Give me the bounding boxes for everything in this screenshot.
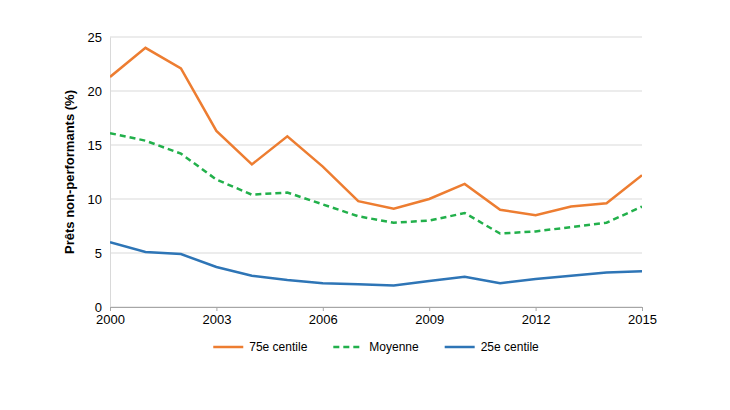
x-tick: 2012 bbox=[522, 307, 551, 327]
legend-item: 25e centile bbox=[445, 340, 539, 354]
lines bbox=[110, 48, 642, 286]
legend: 75e centile Moyenne 25e centile bbox=[213, 340, 539, 354]
y-tick: 5 bbox=[95, 246, 110, 261]
legend-label: 75e centile bbox=[249, 340, 307, 354]
plot-area: 0510152025200020032006200920122015 bbox=[88, 30, 657, 328]
y-tick: 10 bbox=[88, 192, 110, 207]
x-tick-label: 2009 bbox=[415, 312, 444, 327]
y-tick: 15 bbox=[88, 138, 110, 153]
legend-swatch bbox=[213, 346, 243, 349]
x-tick: 2009 bbox=[415, 307, 444, 327]
legend-label: Moyenne bbox=[369, 340, 419, 354]
x-tick-mark bbox=[323, 307, 324, 311]
grid-line bbox=[110, 253, 642, 254]
grid bbox=[110, 37, 642, 307]
grid-line bbox=[110, 199, 642, 200]
series-line bbox=[110, 242, 642, 285]
x-tick-label: 2006 bbox=[309, 312, 338, 327]
x-tick-label: 2000 bbox=[96, 312, 125, 327]
grid-line bbox=[110, 91, 642, 92]
x-axis-line bbox=[111, 308, 643, 312]
y-tick-label: 25 bbox=[88, 30, 102, 45]
x-tick-mark bbox=[536, 307, 537, 311]
legend-swatch bbox=[445, 346, 475, 349]
x-tick: 2003 bbox=[202, 307, 231, 327]
grid-line bbox=[110, 37, 642, 38]
x-tick-label: 2003 bbox=[202, 312, 231, 327]
x-tick: 2015 bbox=[628, 307, 657, 327]
y-tick-label: 10 bbox=[88, 192, 102, 207]
y-tick-label: 15 bbox=[88, 138, 102, 153]
legend-label: 25e centile bbox=[481, 340, 539, 354]
y-tick: 25 bbox=[88, 30, 110, 45]
y-axis: 0510152025 bbox=[88, 30, 111, 315]
x-tick: 2006 bbox=[309, 307, 338, 327]
legend-item: Moyenne bbox=[333, 340, 419, 354]
x-tick-label: 2015 bbox=[628, 312, 657, 327]
y-tick-label: 5 bbox=[95, 246, 102, 261]
chart: 0510152025200020032006200920122015Prêts … bbox=[0, 0, 730, 410]
x-tick-mark bbox=[429, 307, 430, 311]
x-tick-label: 2012 bbox=[522, 312, 551, 327]
y-tick-label: 20 bbox=[88, 84, 102, 99]
y-tick: 20 bbox=[88, 84, 110, 99]
legend-item: 75e centile bbox=[213, 340, 307, 354]
x-axis: 2000 2003 2006 2009 2012 2015 bbox=[96, 307, 657, 327]
x-tick: 2000 bbox=[96, 307, 125, 327]
x-tick-mark bbox=[110, 307, 111, 311]
series-line bbox=[110, 133, 642, 233]
grid-line bbox=[110, 145, 642, 146]
y-axis-title: Prêts non-performants (%) bbox=[62, 90, 77, 254]
series-line bbox=[110, 48, 642, 215]
y-axis-line bbox=[110, 38, 111, 308]
x-tick-mark bbox=[216, 307, 217, 311]
legend-swatch bbox=[333, 346, 363, 349]
x-tick-mark bbox=[642, 307, 643, 311]
